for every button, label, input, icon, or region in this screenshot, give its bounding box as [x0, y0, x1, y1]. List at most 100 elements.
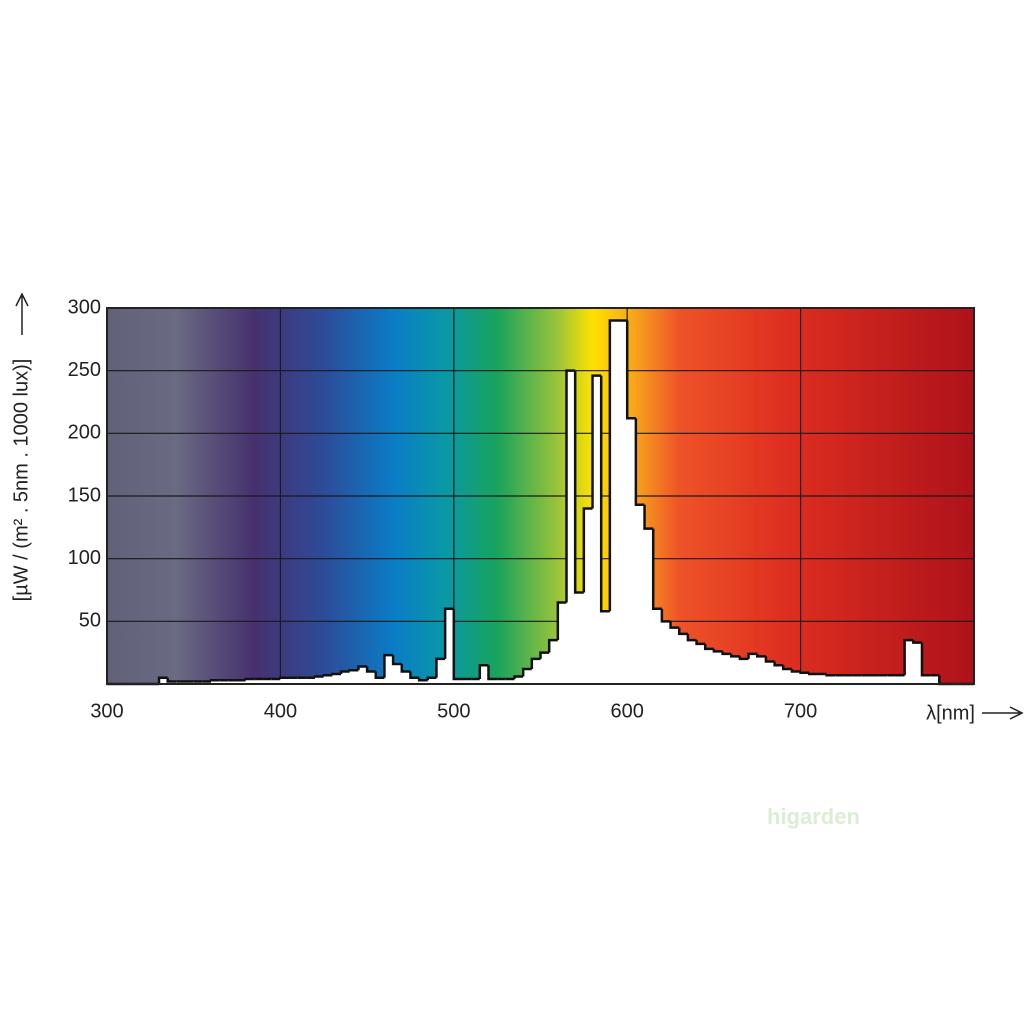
bar: [887, 675, 897, 684]
bar: [904, 640, 914, 684]
bar: [471, 678, 481, 684]
bar: [401, 671, 411, 684]
bar-outline: [417, 677, 428, 682]
bar: [384, 655, 394, 684]
bar: [445, 608, 455, 684]
bar: [644, 528, 654, 684]
x-arrow: [982, 706, 1024, 720]
bar: [514, 676, 524, 684]
bar-outline: [487, 665, 498, 681]
bar-outline: [738, 656, 749, 661]
bar-outline: [651, 528, 662, 611]
bar-outline: [782, 665, 792, 671]
bar: [852, 675, 862, 684]
bar-outline: [747, 652, 758, 659]
bar-outline: [331, 672, 342, 676]
bar: [679, 633, 689, 684]
bar-outline: [383, 653, 394, 678]
bar-outline: [547, 638, 558, 653]
bar-outline: [521, 667, 532, 677]
bar: [393, 663, 403, 684]
bar: [895, 675, 906, 684]
bar: [358, 666, 368, 684]
bar: [618, 320, 628, 684]
bar-outline: [703, 643, 714, 651]
x-tick-label: 400: [264, 700, 297, 722]
bar-outline: [643, 504, 654, 530]
bar: [271, 678, 281, 684]
bar: [575, 592, 585, 684]
bar: [549, 640, 559, 684]
bar: [462, 678, 472, 684]
bar: [713, 651, 723, 684]
bar: [696, 643, 706, 684]
bar: [653, 608, 663, 684]
bar: [731, 656, 741, 684]
bar: [592, 375, 602, 684]
y-tick-label: 150: [68, 484, 101, 506]
bar: [835, 675, 845, 684]
bar: [375, 677, 385, 684]
y-tick-label: 300: [68, 296, 101, 318]
bar: [436, 658, 446, 684]
bar: [609, 320, 619, 684]
bar-outline: [825, 673, 836, 677]
bar: [791, 671, 801, 684]
bar: [557, 602, 567, 684]
bar: [878, 675, 888, 684]
bar: [159, 677, 169, 684]
bar-outline: [339, 670, 350, 674]
bar-outline: [799, 671, 810, 674]
bar-outline: [582, 507, 593, 593]
bar: [687, 640, 697, 684]
bar-outline: [279, 676, 290, 679]
bar: [861, 675, 871, 684]
bar-outline: [695, 640, 706, 646]
y-tick-label: 100: [68, 547, 101, 569]
bar-outline: [322, 673, 333, 677]
bar: [254, 678, 264, 684]
bar-outline: [686, 633, 697, 642]
bar-outline: [591, 374, 602, 509]
bar: [757, 656, 767, 684]
bar-outline: [539, 651, 550, 659]
bar: [540, 652, 550, 684]
bar: [627, 418, 637, 684]
bar-outline: [790, 668, 801, 673]
bar-outline: [660, 608, 671, 623]
bar: [228, 680, 238, 684]
bar: [765, 661, 775, 684]
bar: [176, 681, 186, 684]
x-tick-label: 500: [437, 700, 470, 722]
bar-outline: [573, 370, 584, 594]
bar: [583, 508, 593, 684]
bar-outline: [513, 675, 524, 679]
x-tick-label: 700: [784, 700, 817, 722]
bar: [748, 653, 758, 684]
bar: [289, 677, 299, 684]
bar-outline: [756, 653, 766, 658]
bar: [566, 370, 576, 684]
bar-outline: [313, 675, 324, 678]
bar: [601, 611, 611, 684]
x-tick-label: 300: [90, 700, 123, 722]
bar-outline: [599, 375, 610, 613]
bar: [410, 677, 420, 684]
bar-outline: [608, 319, 619, 612]
bar-outline: [357, 665, 368, 671]
bar: [419, 680, 429, 684]
bar: [774, 665, 784, 684]
bar: [635, 504, 645, 684]
bar-outline: [435, 657, 446, 678]
bar: [323, 675, 333, 684]
bar-outline: [712, 648, 723, 653]
bar-outline: [374, 671, 385, 679]
bar-outline: [530, 657, 541, 669]
bar: [913, 642, 923, 684]
bar: [739, 658, 749, 684]
bar-outline: [391, 655, 402, 666]
bar: [783, 668, 793, 684]
bar: [479, 665, 489, 684]
bar-outline: [452, 608, 463, 681]
